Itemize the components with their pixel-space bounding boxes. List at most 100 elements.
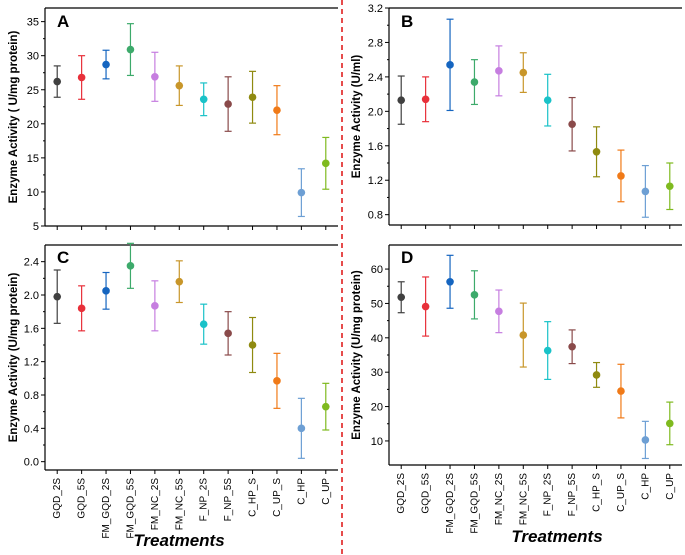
data-point: [151, 302, 159, 310]
data-point: [495, 307, 503, 316]
data-point: [199, 95, 208, 104]
x-tick-label: FM_GQD_5S: [125, 478, 136, 539]
data-point: [224, 329, 232, 338]
y-tick-label: 1.6: [24, 323, 39, 335]
x-tick-label: C_UP_S: [272, 478, 283, 517]
x-tick-label: C_UP: [665, 473, 676, 500]
x-tick-label: FM_GQD_5S: [469, 473, 480, 534]
data-point: [421, 302, 430, 311]
y-tick-label: 2.8: [368, 37, 383, 49]
data-point: [592, 371, 601, 379]
x-tick-label: FM_NC_5S: [174, 478, 185, 531]
data-point: [175, 277, 184, 286]
data-point: [102, 287, 110, 295]
data-point: [151, 73, 159, 81]
panel-A: 5 10 15 20 25 30 35 Enzyme Activity ( U/mg prot…: [8, 7, 338, 233]
data-point: [470, 291, 479, 299]
data-point: [421, 95, 430, 104]
data-point: [519, 331, 528, 339]
x-axis-title-right: Treatments: [511, 527, 602, 546]
data-point: [321, 402, 330, 411]
x-tick-label: FM_NC_2S: [494, 473, 505, 526]
y-tick-label: 1.2: [24, 357, 39, 369]
x-tick-label: C_HP_S: [592, 473, 603, 512]
x-tick-label: FM_NC_2S: [150, 478, 161, 531]
y-tick-label: 60: [371, 264, 383, 276]
y-tick-label: 50: [371, 298, 383, 310]
x-tick-label: C_UP_S: [616, 473, 627, 512]
x-tick-label: FM_GQD_2S: [101, 478, 112, 539]
y-tick-label: 1.2: [368, 175, 383, 187]
data-point: [470, 78, 479, 86]
y-axis-title: Enzyme Activity (U/mg protein): [8, 273, 20, 443]
y-tick-label: 0.8: [24, 390, 39, 402]
x-tick-label: F_NP_2S: [543, 473, 554, 517]
data-point: [641, 187, 650, 196]
panel-D: 10 20 30 40 50 60 GQD_2S GQD_5S FM_GQD_2S FM_GQD_…: [351, 244, 682, 534]
x-tick-label: FM_NC_5S: [518, 473, 529, 526]
data-point: [321, 159, 330, 168]
y-tick-label: 10: [27, 187, 39, 199]
data-point: [665, 419, 674, 428]
y-axis-title: Enzyme Activity (U/ml): [351, 55, 363, 179]
data-point: [126, 262, 135, 270]
x-tick-label: FM_GQD_2S: [445, 473, 456, 534]
data-point: [543, 346, 552, 355]
x-tick-label: GQD_2S: [52, 478, 63, 519]
data-point: [199, 320, 208, 328]
data-point: [519, 68, 528, 77]
data-point: [126, 45, 135, 54]
x-tick-label: C_HP: [296, 478, 307, 505]
y-tick-label: 15: [27, 153, 39, 165]
data-point: [248, 341, 257, 349]
x-tick-label: F_NP_5S: [223, 478, 234, 522]
data-point: [592, 148, 601, 156]
y-tick-label: 2.0: [368, 106, 383, 118]
x-tick-label: GQD_5S: [421, 473, 432, 514]
panel-letter: A: [57, 12, 69, 31]
y-tick-label: 40: [371, 333, 383, 345]
x-tick-label: F_NP_5S: [567, 473, 578, 517]
y-axis-title: Enzyme Activity (U/mg protein): [351, 270, 363, 440]
data-point: [273, 377, 281, 385]
data-point: [53, 292, 62, 301]
y-tick-label: 5: [33, 221, 39, 233]
data-point: [617, 387, 625, 395]
y-axis-title: Enzyme Activity ( U/mg protein): [8, 30, 20, 203]
panel-C: 0.0 0.4 0.8 1.2 1.6 2.0 2.4 GQD_2S GQD_5S FM_GQD_…: [8, 242, 338, 539]
y-tick-label: 2.4: [24, 257, 39, 269]
data-point: [568, 342, 576, 351]
data-point: [568, 120, 576, 129]
y-tick-label: 0.4: [24, 423, 39, 435]
data-point: [77, 73, 86, 82]
y-tick-label: 2.4: [368, 72, 383, 84]
y-tick-label: 20: [371, 402, 383, 414]
y-tick-label: 30: [27, 51, 39, 63]
y-tick-label: 20: [27, 119, 39, 131]
panel-letter: D: [401, 248, 413, 267]
data-point: [297, 188, 306, 197]
data-point: [175, 81, 184, 90]
data-point: [641, 436, 650, 444]
y-tick-label: 30: [371, 367, 383, 379]
data-point: [397, 293, 406, 302]
data-point: [446, 61, 454, 69]
x-tick-label: GQD_5S: [77, 478, 88, 519]
y-tick-label: 3.2: [368, 3, 383, 15]
data-point: [446, 277, 454, 286]
x-tick-label: C_HP_S: [248, 478, 259, 517]
y-tick-label: 1.6: [368, 141, 383, 153]
y-tick-label: 25: [27, 85, 39, 97]
data-point: [224, 100, 232, 108]
y-tick-label: 0.0: [24, 457, 39, 469]
y-tick-label: 0.8: [368, 210, 383, 222]
x-tick-label: GQD_2S: [396, 473, 407, 514]
data-point: [248, 93, 257, 102]
data-point: [53, 77, 62, 86]
y-tick-label: 10: [371, 436, 383, 448]
data-point: [77, 304, 86, 313]
x-tick-label: C_UP: [321, 478, 332, 505]
data-point: [397, 96, 406, 104]
data-point: [495, 67, 503, 75]
